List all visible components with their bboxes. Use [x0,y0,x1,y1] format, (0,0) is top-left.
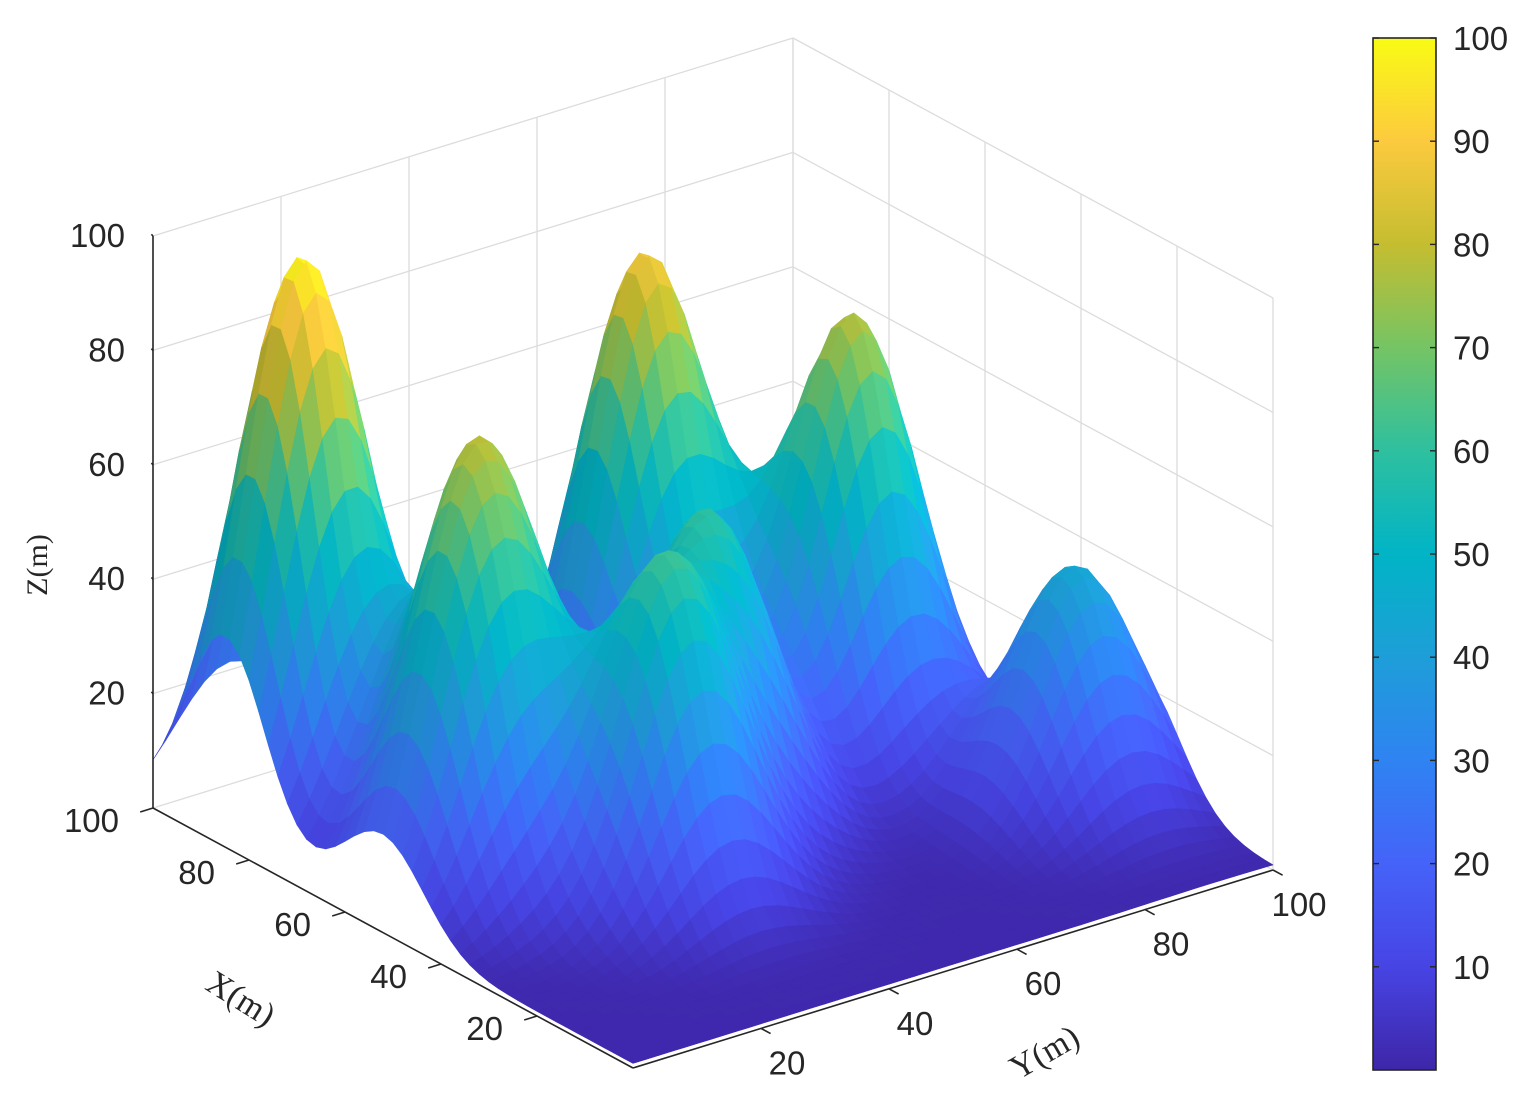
x-tick [235,859,250,865]
z-tick [150,233,154,237]
colorbar-tick-label: 20 [1453,846,1490,883]
surface-patch [152,717,176,761]
colorbar-tick-label: 80 [1453,226,1490,263]
x-tick-label: 20 [466,1010,503,1047]
x-tick-label: 60 [274,906,311,943]
colorbar-tick-label: 10 [1453,949,1490,986]
y-tick-label: 40 [897,1005,934,1042]
z-tick-label: 100 [70,217,125,254]
z-tick-label: 60 [88,446,125,483]
x-tick [523,1015,538,1021]
grid-line [152,151,794,352]
y-axis-line [632,869,1274,1069]
colorbar-tick-label: 30 [1453,742,1490,779]
grid-line [792,37,1274,299]
z-tick [150,462,154,466]
colorbar-tick-label: 60 [1453,433,1490,470]
z-tick [150,348,154,351]
y-tick [1144,908,1155,916]
surface [152,252,1274,1064]
y-tick-label: 100 [1271,886,1326,923]
y-tick [1272,869,1283,876]
colorbar-tick-label: 50 [1453,536,1490,573]
colorbar: 10 20 30 40 50 60 70 80 90 100 [1372,20,1508,1071]
y-tick [888,988,899,995]
z-tick-label: 80 [88,331,125,368]
x-tick-label: 100 [64,802,119,839]
surface-patch [1250,858,1274,870]
x-tick-label: 80 [178,854,215,891]
z-tick [150,691,154,695]
y-tick-label: 60 [1025,965,1062,1002]
x-tick [139,807,154,813]
colorbar-bar [1372,37,1437,1071]
y-tick-label: 20 [769,1044,806,1081]
grid-line [792,151,1274,413]
y-tick-label: 80 [1153,926,1190,963]
z-tick [150,576,154,580]
z-tick-label: 40 [88,560,125,597]
x-tick-label: 40 [370,958,407,995]
x-tick [331,911,346,917]
x-tick [427,963,442,969]
y-tick [1016,948,1027,956]
colorbar-tick-label: 100 [1453,20,1508,57]
surface-patch [162,688,186,745]
z-axis-label: Z(m) [21,534,54,596]
x-axis-line [152,807,634,1069]
x-axis-label: X(m) [200,964,282,1034]
colorbar-tick-label: 40 [1453,639,1490,676]
colorbar-tick-label: 70 [1453,330,1490,367]
y-axis-label: Y(m) [1004,1018,1086,1087]
axes: 20 40 60 80 100 20 40 60 80 100 20 40 60 80 100 [64,217,1327,1081]
grid-line [152,37,794,237]
colorbar-tick-label: 90 [1453,123,1490,160]
z-tick-label: 20 [88,675,125,712]
y-tick [760,1027,771,1035]
grid-line [792,266,1274,528]
